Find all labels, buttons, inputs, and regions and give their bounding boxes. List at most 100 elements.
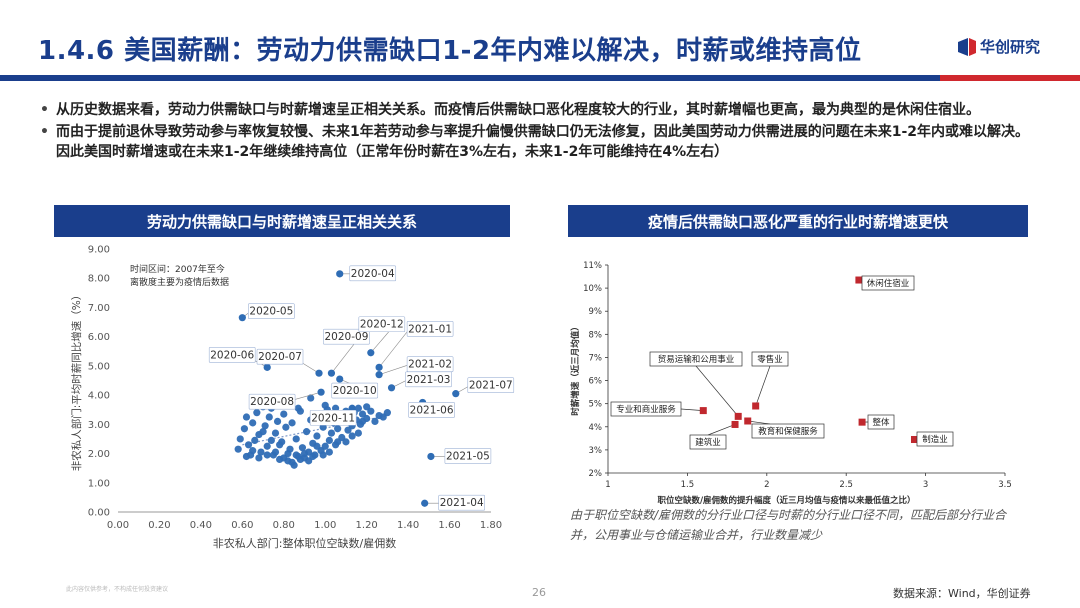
data-point (251, 436, 259, 445)
data-point (298, 444, 307, 452)
y-tick-label: 8.00 (88, 274, 110, 285)
data-point (292, 435, 300, 443)
data-point (249, 447, 257, 455)
x-tick-label: 1.40 (397, 520, 419, 531)
y-tick-label: 11% (583, 261, 602, 271)
labeled-data-point (327, 369, 336, 377)
data-point (249, 419, 257, 427)
y-tick-label: 2.00 (88, 449, 110, 460)
point-label: 2021-06 (410, 404, 454, 416)
y-tick-label: 6.00 (88, 332, 110, 343)
point-label: 建筑业 (695, 437, 721, 448)
point-label: 2021-02 (408, 359, 452, 371)
chart-annotation: 离散度主要为疫情后数据 (130, 276, 229, 288)
callout-box (358, 316, 406, 333)
callout-line (707, 424, 736, 436)
point-label: 2020-08 (250, 396, 294, 408)
data-point (319, 451, 327, 459)
data-point (325, 436, 333, 445)
data-point (363, 403, 371, 411)
data-point (294, 404, 302, 412)
right-chart-title: 疫情后供需缺口恶化严重的行业时薪增速更快 (568, 205, 1028, 237)
data-point (273, 417, 282, 426)
point-label: 2020-09 (325, 331, 369, 343)
data-point (342, 438, 350, 446)
callout-box (408, 402, 455, 418)
point-label: 教育和保健服务 (758, 426, 818, 437)
x-tick-label: 1.00 (314, 520, 336, 531)
x-tick-label: 0.00 (107, 520, 129, 531)
data-point (334, 425, 342, 433)
data-point (271, 429, 280, 437)
bullet-list: 从历史数据来看，劳动力供需缺口与时薪增速呈正相关关系。而疫情后供需缺口恶化程度较… (40, 100, 1036, 164)
callout-box (751, 423, 825, 439)
data-point (321, 401, 329, 409)
x-tick-label: 1.80 (480, 520, 502, 531)
x-tick-label: 1.20 (356, 520, 378, 531)
data-point (284, 449, 292, 458)
y-tick-label: 9.00 (88, 245, 110, 256)
y-tick-label: 5.00 (88, 361, 110, 372)
callout-box (406, 321, 454, 337)
data-source: 数据来源：Wind，华创证券 (893, 587, 1031, 600)
y-tick-label: 7.00 (88, 303, 110, 314)
brand-logo: 华创研究 (958, 36, 1040, 57)
data-point (253, 409, 261, 417)
data-point (261, 422, 269, 430)
point-label: 制造业 (922, 434, 948, 445)
callout-box (309, 409, 357, 426)
callout-line (378, 329, 410, 368)
left-chart-title: 劳动力供需缺口与时薪增速呈正相关关系 (54, 205, 510, 237)
y-tick-label: 7% (589, 353, 603, 363)
point-label: 2021-05 (446, 450, 490, 462)
x-axis-title: 非农私人部门:整体职位空缺数/雇佣数 (213, 536, 396, 550)
point-label: 2021-04 (440, 497, 484, 509)
point-label: 2021-01 (408, 323, 452, 335)
callout-box (438, 494, 485, 511)
data-point (302, 428, 311, 436)
data-point (309, 452, 317, 461)
point-label: 2020-10 (333, 385, 377, 397)
x-tick-label: 3 (923, 480, 928, 490)
data-point (313, 442, 321, 450)
data-point (296, 455, 304, 463)
labeled-data-point (427, 452, 435, 461)
data-point (263, 442, 271, 450)
data-point (325, 448, 333, 456)
labeled-data-point (375, 363, 383, 371)
data-point (259, 428, 267, 436)
point-label: 2021-07 (469, 380, 513, 392)
data-point (280, 410, 288, 418)
labeled-data-point (387, 384, 396, 392)
y-tick-label: 2% (589, 469, 603, 479)
callout-box (444, 448, 492, 464)
point-label: 整体 (872, 417, 890, 428)
callout-line (747, 420, 771, 425)
data-point (910, 435, 918, 443)
data-point (327, 429, 336, 437)
labeled-data-point (336, 270, 344, 278)
x-tick-label: 1 (605, 480, 610, 490)
data-point (234, 445, 242, 453)
callout-box (689, 434, 727, 450)
data-point (358, 417, 367, 426)
disclaimer: 此内容仅供参考，不构成任何投资建议 (66, 586, 169, 593)
page-number: 26 (532, 586, 546, 599)
trendline (242, 414, 388, 446)
y-tick-label: 3% (589, 446, 603, 456)
data-point (731, 420, 739, 428)
callout-box (323, 328, 370, 345)
logo-text: 华创研究 (980, 38, 1041, 56)
labeled-data-point (315, 369, 323, 377)
x-tick-label: 0.60 (231, 520, 253, 531)
y-tick-label: 10% (583, 284, 602, 294)
y-tick-label: 0.00 (88, 508, 110, 519)
labeled-data-point (375, 371, 383, 379)
x-tick-label: 0.80 (273, 520, 295, 531)
x-tick-label: 2 (764, 480, 769, 490)
point-label: 2020-11 (311, 412, 355, 424)
data-point (242, 413, 251, 421)
point-label: 2020-04 (351, 268, 395, 280)
